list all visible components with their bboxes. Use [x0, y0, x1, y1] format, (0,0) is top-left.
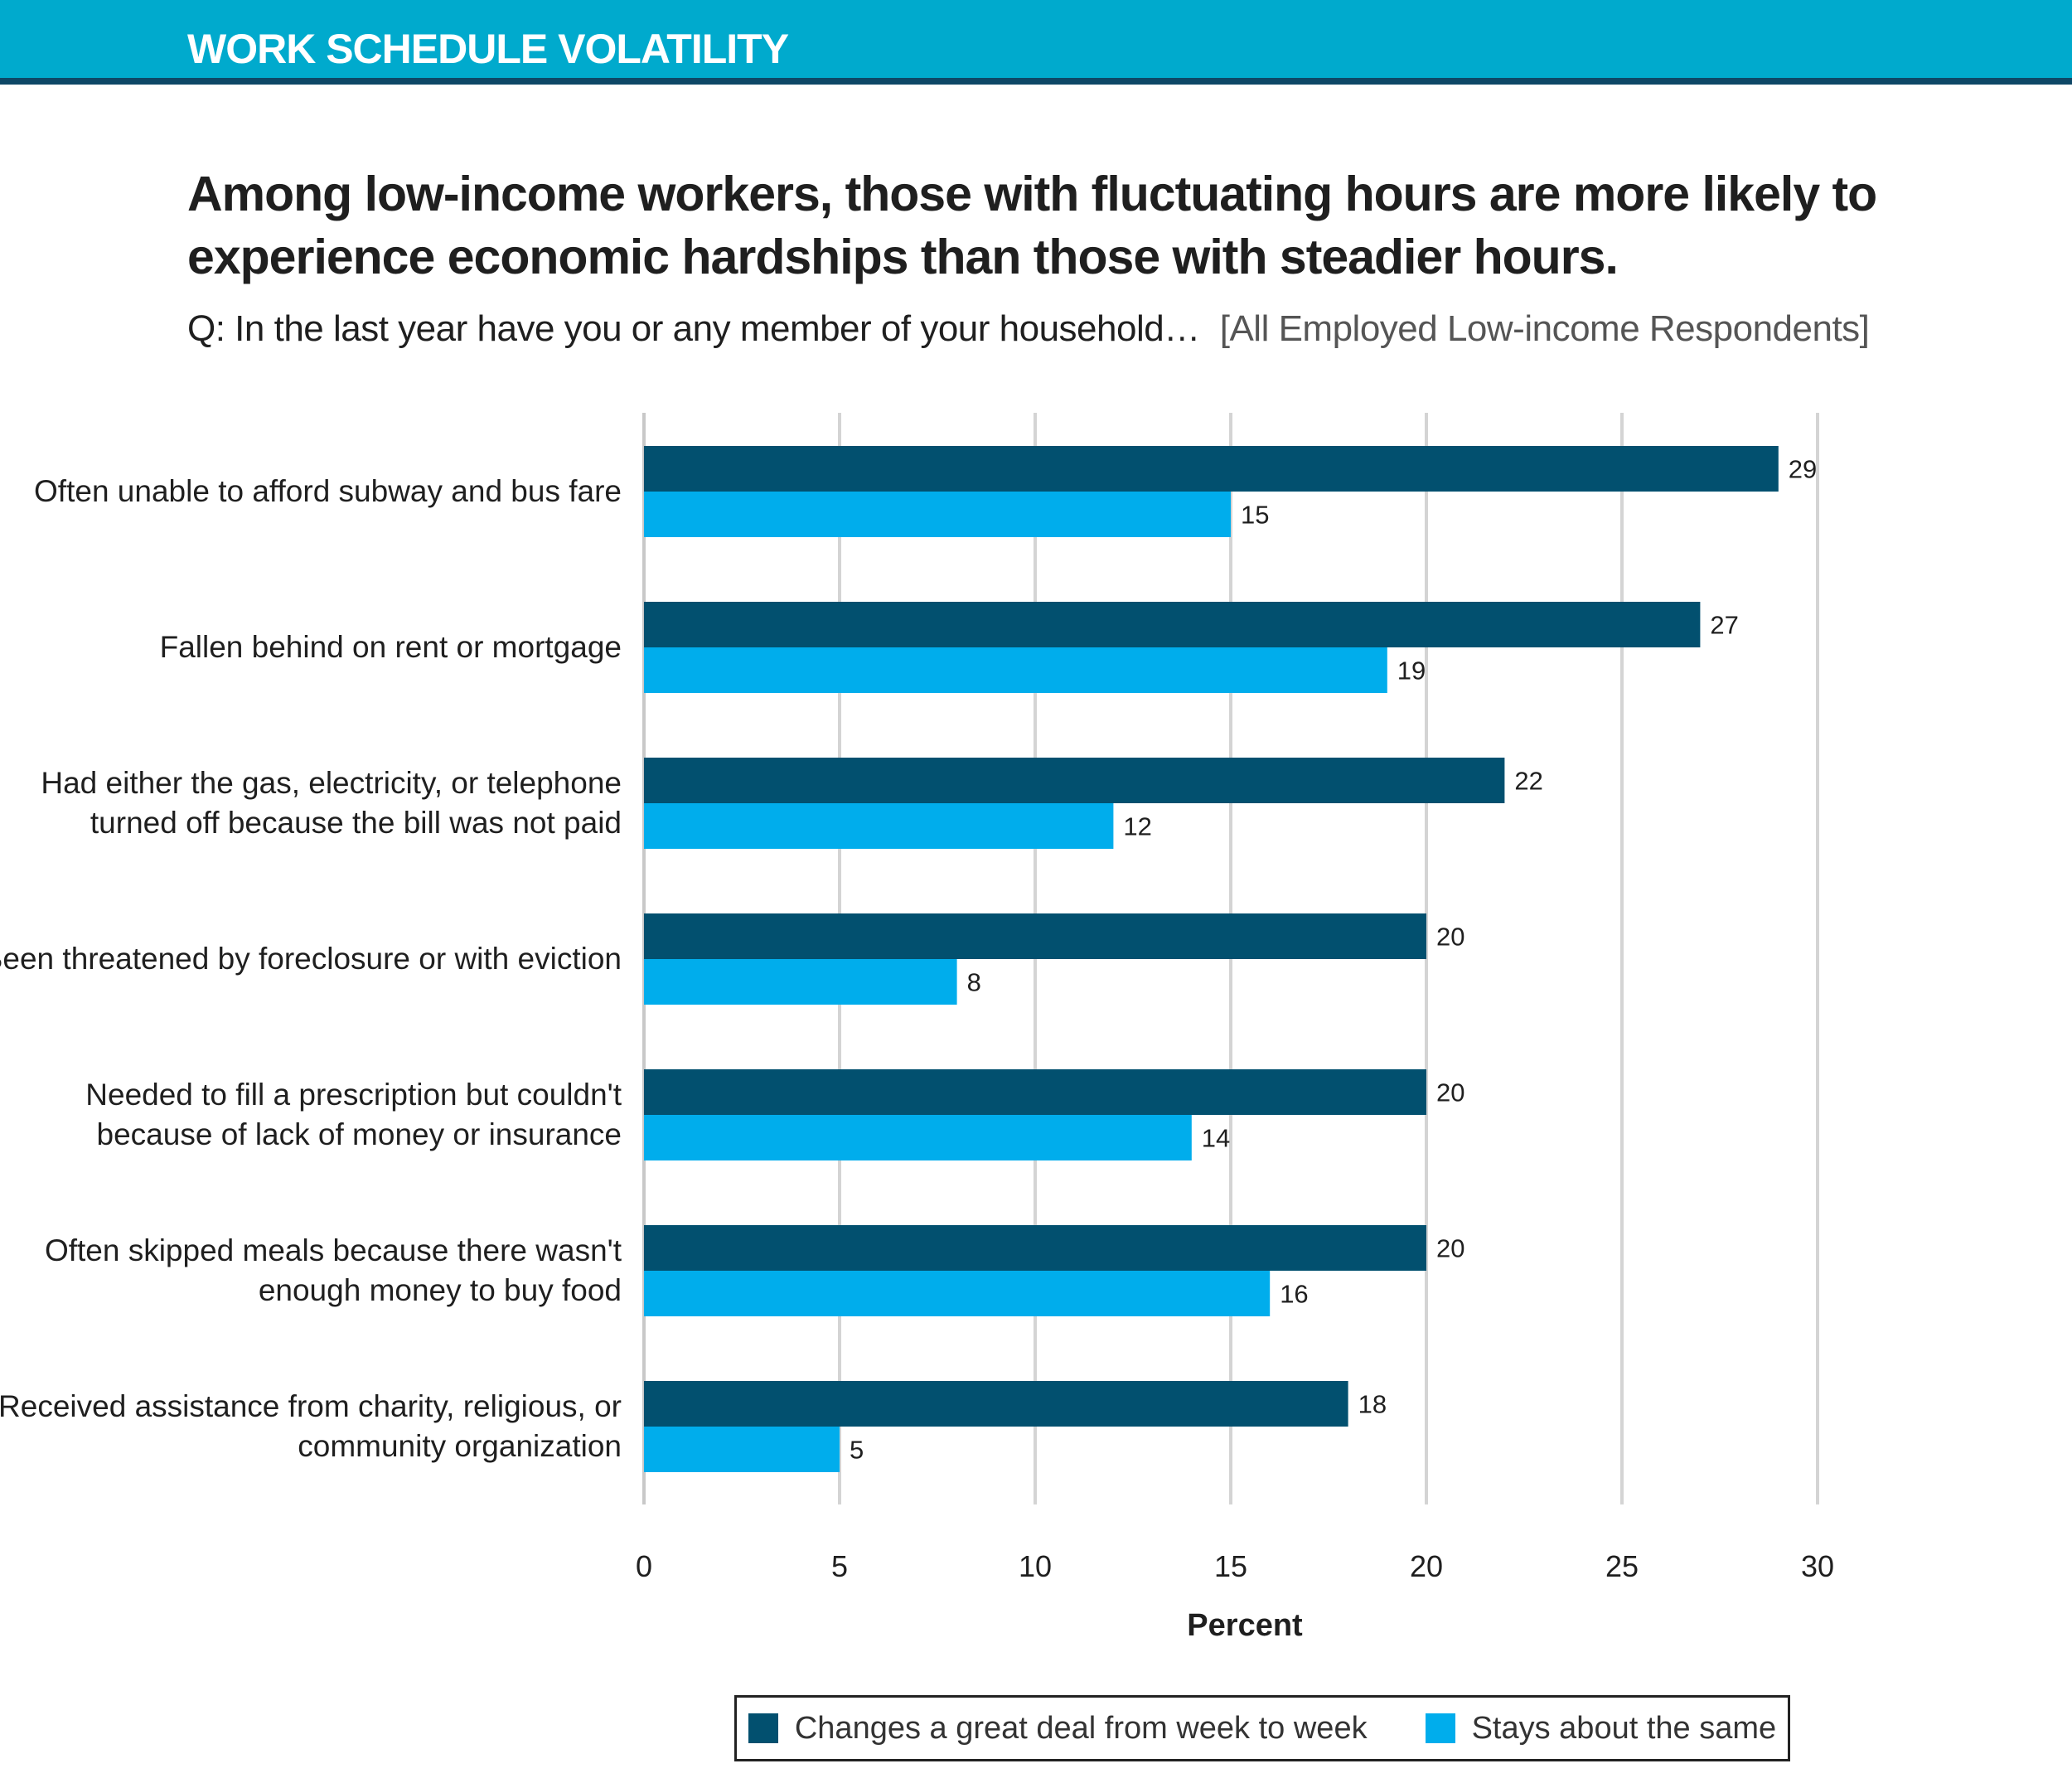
bar: [644, 647, 1387, 693]
category-label: Had either the gas, electricity, or tele…: [41, 766, 622, 840]
category-label: Often unable to afford subway and bus fa…: [34, 474, 622, 508]
bar: [644, 446, 1779, 492]
data-label: 15: [1241, 501, 1269, 530]
legend-item-series-2: Stays about the same: [1425, 1710, 1777, 1747]
data-label: 20: [1436, 923, 1464, 952]
bar: [644, 492, 1231, 537]
data-label: 16: [1280, 1280, 1308, 1309]
bar: [644, 959, 957, 1005]
data-label: 29: [1789, 455, 1817, 484]
tick-label: 5: [831, 1549, 848, 1583]
data-label: 12: [1123, 812, 1151, 841]
bar: [644, 602, 1701, 647]
bar: [644, 1381, 1348, 1427]
data-label: 5: [850, 1436, 864, 1465]
question-text: Q: In the last year have you or any memb…: [187, 308, 1200, 349]
respondent-base-note: [All Employed Low-income Respondents]: [1219, 308, 1870, 349]
category-label: Been threatened by foreclosure or with e…: [0, 942, 622, 976]
tick-label: 0: [636, 1549, 652, 1583]
data-label: 20: [1436, 1234, 1464, 1263]
legend-swatch-series-2: [1425, 1713, 1455, 1743]
bar: [644, 1225, 1426, 1271]
legend-item-series-1: Changes a great deal from week to week: [748, 1711, 1368, 1747]
category-label: Needed to fill a prescription but couldn…: [85, 1078, 622, 1151]
tick-label: 30: [1801, 1549, 1834, 1583]
data-label: 19: [1397, 657, 1426, 686]
bar: [644, 1069, 1426, 1115]
data-label: 18: [1358, 1390, 1387, 1419]
bar-chart: 29 15 Often unable to afford subway and bu…: [0, 413, 1834, 1643]
data-label: 14: [1202, 1124, 1230, 1153]
tick-label: 20: [1410, 1549, 1443, 1583]
data-label: 27: [1710, 611, 1738, 640]
category-label: Received assistance from charity, religi…: [0, 1389, 622, 1463]
chart-subtitle: Q: In the last year have you or any memb…: [187, 308, 1870, 350]
data-label: 8: [967, 968, 981, 997]
legend-swatch-series-1: [748, 1713, 778, 1743]
tick-label: 25: [1605, 1549, 1639, 1583]
tick-label: 15: [1214, 1549, 1247, 1583]
category-label: Fallen behind on rent or mortgage: [160, 630, 622, 664]
bar: [644, 758, 1505, 803]
category-label: Often skipped meals because there wasn't…: [45, 1233, 622, 1307]
chart-legend: Changes a great deal from week to week S…: [734, 1695, 1790, 1761]
bar: [644, 1427, 840, 1472]
legend-label-series-2: Stays about the same: [1471, 1710, 1777, 1746]
chart-title: Among low-income workers, those with flu…: [187, 167, 1877, 284]
bar: [644, 1271, 1271, 1316]
data-label: 20: [1436, 1078, 1464, 1107]
bar: [644, 803, 1114, 849]
data-label: 22: [1514, 767, 1542, 796]
bar: [644, 913, 1426, 959]
tick-label: 10: [1019, 1549, 1052, 1583]
x-axis-title: Percent: [1187, 1608, 1303, 1643]
header-band: WORK SCHEDULE VOLATILITY: [0, 0, 2072, 85]
bar: [644, 1115, 1192, 1160]
section-label: WORK SCHEDULE VOLATILITY: [187, 26, 789, 72]
legend-label-series-1: Changes a great deal from week to week: [794, 1710, 1368, 1746]
